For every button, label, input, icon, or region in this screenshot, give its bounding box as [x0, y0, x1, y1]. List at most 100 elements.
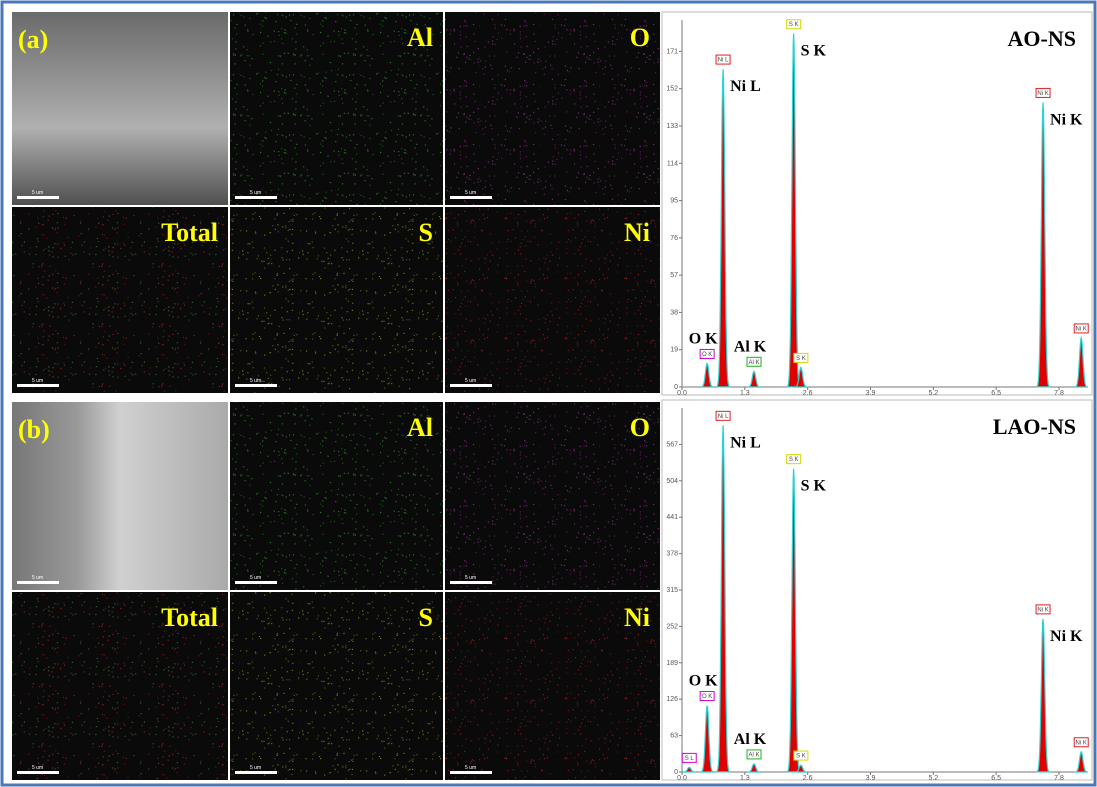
element-map	[230, 207, 443, 393]
peak-label: Al K	[734, 338, 767, 355]
map-label: Al	[407, 23, 433, 52]
map-label: Total	[161, 603, 218, 632]
y-tick-label: 171	[666, 48, 678, 55]
spectrum-title: AO-NS	[1008, 26, 1076, 51]
x-tick-label: 2.6	[803, 390, 813, 397]
spectrum-title: LAO-NS	[993, 414, 1076, 439]
peak-tag: Ni L	[718, 58, 729, 64]
peak-tag: Al K	[749, 752, 760, 758]
peak-label: O K	[689, 330, 718, 347]
scale-bar	[17, 196, 59, 199]
element-map	[230, 592, 443, 780]
y-tick-label: 189	[666, 660, 678, 667]
y-tick-label: 441	[666, 514, 678, 521]
map-label: Total	[161, 218, 218, 247]
scale-bar-label: 5 um	[32, 765, 43, 771]
scale-bar	[235, 196, 277, 199]
peak-tag: S L	[685, 756, 695, 762]
y-tick-label: 252	[666, 623, 678, 630]
peak-label: Ni K	[1050, 111, 1083, 128]
scale-bar-label: 5 um	[250, 575, 261, 581]
y-tick-label: 114	[667, 160, 678, 167]
x-tick-label: 5.2	[928, 775, 938, 782]
x-tick-label: 5.2	[928, 390, 938, 397]
x-tick-label: 3.9	[866, 390, 876, 397]
scale-bar-label: 5 um	[32, 378, 43, 384]
scale-bar	[235, 771, 277, 774]
y-tick-label: 378	[666, 551, 678, 558]
y-tick-label: 152	[666, 86, 678, 93]
peak-tag: Ni K	[1037, 91, 1048, 97]
scale-bar-label: 5 um	[465, 378, 476, 384]
y-tick-label: 57	[670, 272, 678, 279]
scale-bar-label: 5 um	[32, 190, 43, 196]
peak-tag: O K	[702, 694, 712, 700]
x-tick-label: 3.9	[866, 775, 876, 782]
scale-bar-label: 5 um	[465, 765, 476, 771]
peak-tag: O K	[702, 352, 712, 358]
peak-tag: Ni K	[1076, 326, 1087, 332]
scale-bar	[235, 384, 277, 387]
panel-label: (b)	[18, 415, 50, 444]
scale-bar	[450, 384, 492, 387]
scale-bar-label: 5 um	[250, 765, 261, 771]
scale-bar	[450, 581, 492, 584]
scale-bar-label: 5 um	[465, 190, 476, 196]
page: 5 um(a)Al5 umO5 umTotal5 umS5 umNi5 um01…	[0, 0, 1097, 787]
x-tick-label: 0.0	[677, 775, 687, 782]
y-tick-label: 126	[666, 696, 678, 703]
y-tick-label: 63	[670, 733, 678, 740]
peak-tag: Ni K	[1076, 740, 1087, 746]
figure: 5 um(a)Al5 umO5 umTotal5 umS5 umNi5 um01…	[0, 0, 1097, 787]
scale-bar	[450, 771, 492, 774]
y-tick-label: 567	[666, 441, 678, 448]
peak-tag: S K	[796, 754, 806, 760]
scale-bar	[17, 771, 59, 774]
x-tick-label: 1.3	[740, 775, 750, 782]
map-label: O	[630, 413, 650, 442]
scale-bar	[17, 581, 59, 584]
x-tick-label: 0.0	[677, 390, 687, 397]
x-tick-label: 1.3	[740, 390, 750, 397]
peak-tag: S K	[789, 22, 799, 28]
peak-label: Ni K	[1050, 628, 1083, 645]
peak-tag: Al K	[749, 360, 760, 366]
peak-tag: Ni L	[718, 414, 729, 420]
scale-bar-label: 5 um	[250, 190, 261, 196]
peak-label: S K	[801, 478, 827, 495]
x-tick-label: 6.5	[991, 775, 1001, 782]
scale-bar	[450, 196, 492, 199]
peak-label: Ni L	[730, 434, 761, 451]
map-label: S	[419, 603, 433, 632]
scale-bar-label: 5 um	[465, 575, 476, 581]
map-label: Ni	[624, 603, 650, 632]
map-label: Ni	[624, 218, 650, 247]
scale-bar	[17, 384, 59, 387]
y-tick-label: 38	[670, 309, 678, 316]
x-tick-label: 7.8	[1054, 775, 1064, 782]
panel-label: (a)	[18, 25, 48, 54]
peak-label: Al K	[734, 731, 767, 748]
y-tick-label: 315	[666, 587, 678, 594]
y-tick-label: 504	[666, 478, 678, 485]
y-tick-label: 95	[670, 198, 678, 205]
peak-label: Ni L	[730, 78, 761, 95]
map-label: S	[419, 218, 433, 247]
peak-label: S K	[801, 43, 827, 60]
scale-bar-label: 5 um	[32, 575, 43, 581]
map-label: O	[630, 23, 650, 52]
scale-bar	[235, 581, 277, 584]
y-tick-label: 133	[666, 123, 678, 130]
y-tick-label: 19	[670, 347, 678, 354]
peak-tag: Ni K	[1037, 607, 1048, 613]
x-tick-label: 6.5	[991, 390, 1001, 397]
x-tick-label: 2.6	[803, 775, 813, 782]
map-label: Al	[407, 413, 433, 442]
y-tick-label: 76	[670, 235, 678, 242]
element-map	[445, 12, 660, 205]
peak-tag: S K	[796, 356, 806, 362]
peak-tag: S K	[789, 457, 799, 463]
scale-bar-label: 5 um	[250, 378, 261, 384]
peak-label: O K	[689, 673, 718, 690]
x-tick-label: 7.8	[1054, 390, 1064, 397]
